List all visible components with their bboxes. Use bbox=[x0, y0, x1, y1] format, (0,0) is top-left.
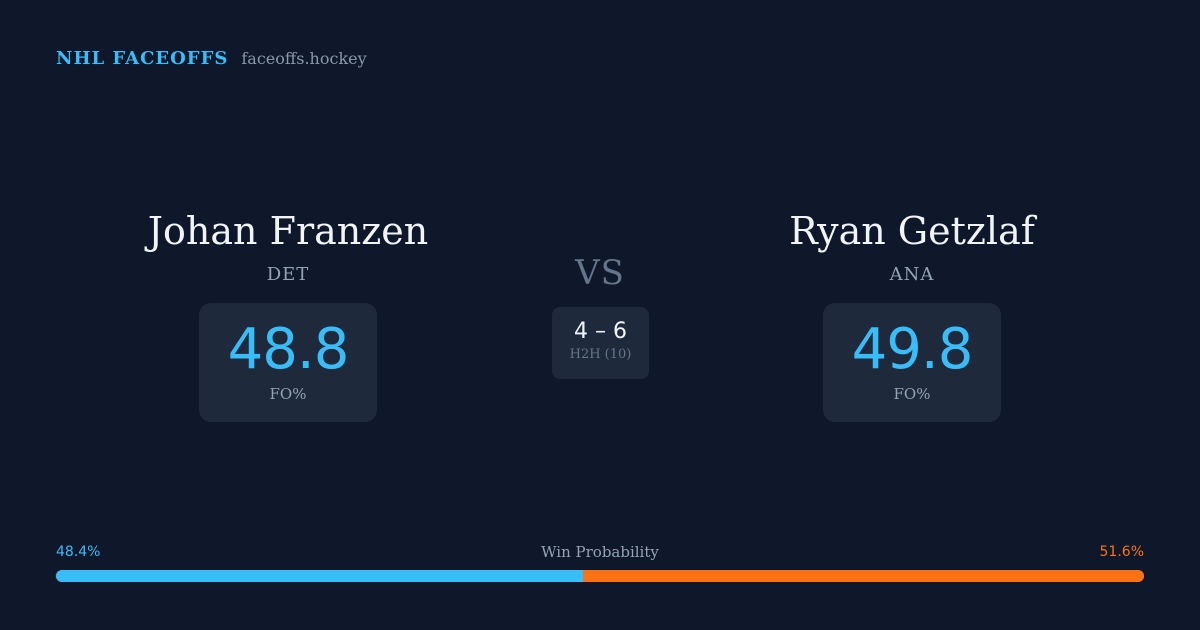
player-left-panel: Johan Franzen DET 48.8 FO% bbox=[78, 205, 498, 422]
player-left-fo-label: FO% bbox=[269, 385, 307, 403]
brand-domain: faceoffs.hockey bbox=[241, 49, 367, 68]
player-right-fo-label: FO% bbox=[893, 385, 931, 403]
brand-header: NHL FACEOFFS faceoffs.hockey bbox=[56, 48, 367, 72]
win-prob-left-fill bbox=[56, 570, 583, 582]
player-left-name: Johan Franzen bbox=[147, 209, 429, 253]
player-right-team: ANA bbox=[889, 264, 935, 285]
player-right-name: Ryan Getzlaf bbox=[789, 209, 1035, 253]
player-right-panel: Ryan Getzlaf ANA 49.8 FO% bbox=[702, 205, 1122, 422]
player-left-fo-value: 48.8 bbox=[227, 317, 350, 382]
player-left-team: DET bbox=[266, 264, 310, 285]
player-right-fo-value: 49.8 bbox=[851, 317, 974, 382]
vs-label: VS bbox=[575, 253, 625, 293]
win-prob-right-label: 51.6% bbox=[1099, 544, 1144, 560]
win-prob-title: Win Probability bbox=[541, 543, 659, 561]
win-probability-bar bbox=[56, 570, 1144, 582]
h2h-score: 4 – 6 bbox=[574, 319, 627, 344]
player-left-fo-card: 48.8 FO% bbox=[199, 303, 377, 422]
brand-title: NHL FACEOFFS bbox=[56, 48, 229, 69]
win-prob-left-label: 48.4% bbox=[56, 544, 101, 560]
win-prob-right-fill bbox=[582, 570, 1144, 582]
player-right-fo-card: 49.8 FO% bbox=[823, 303, 1001, 422]
h2h-card: 4 – 6 H2H (10) bbox=[552, 307, 649, 379]
h2h-label: H2H (10) bbox=[569, 347, 632, 362]
